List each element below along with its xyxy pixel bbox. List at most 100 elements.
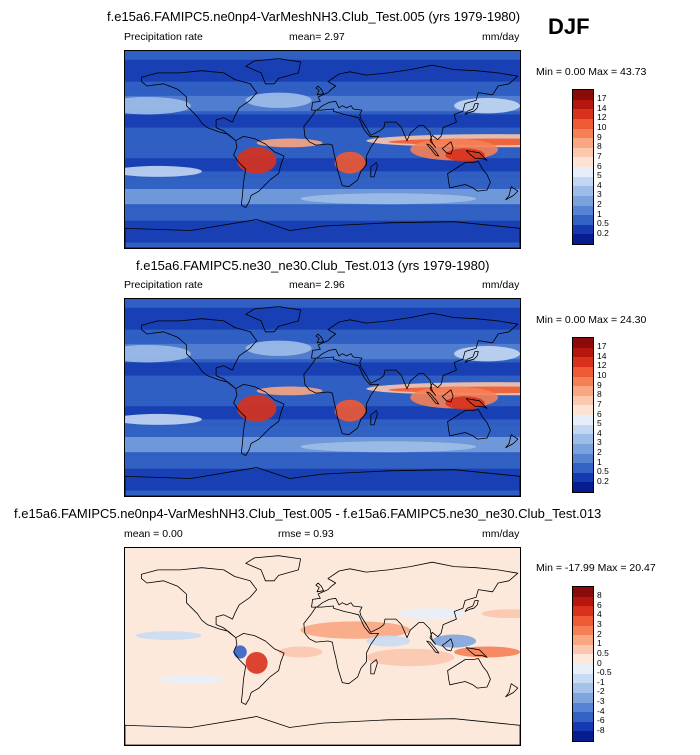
precip-feature (256, 386, 323, 396)
colorbar-swatch (573, 215, 593, 225)
coastline (311, 561, 519, 645)
colorbar-tick-label: -6 (597, 715, 605, 726)
colorbar-tick-label: 1 (597, 638, 602, 649)
panel-2-units-label: mm/day (482, 279, 520, 291)
panel-1-title: f.e15a6.FAMIPC5.ne0np4-VarMeshNH3.Club_T… (107, 9, 521, 24)
panel-3-difference-map (124, 547, 521, 746)
colorbar-swatch (573, 186, 593, 196)
colorbar-tick-label: 17 (597, 341, 607, 352)
difference-feature (278, 646, 323, 658)
colorbar-tick-label: 6 (597, 408, 602, 419)
colorbar-tick-label: -4 (597, 705, 605, 716)
coastline (370, 410, 378, 426)
colorbar-tick-label: 14 (597, 102, 607, 113)
precip-band (125, 343, 520, 360)
panel-2-colorbar (572, 337, 594, 493)
colorbar-tick-label: 0.2 (597, 475, 609, 486)
colorbar-tick-label: 2 (597, 628, 602, 639)
coastline (315, 333, 325, 344)
panel-2-variable-label: Precipitation rate (124, 279, 203, 291)
colorbar-swatch (573, 664, 593, 674)
panel-2-minmax-label: Min = 0.00 Max = 24.30 (536, 314, 647, 326)
coastline (125, 467, 520, 496)
coastline (464, 103, 479, 115)
coastline (465, 150, 488, 161)
colorbar-swatch (573, 615, 593, 626)
colorbar-tick-label: -2 (597, 686, 605, 697)
panel-1-minmax-label: Min = 0.00 Max = 43.73 (536, 66, 647, 78)
precip-band (125, 95, 520, 112)
coastline (441, 141, 454, 155)
colorbar-tick-label: 8 (597, 590, 602, 601)
colorbar-tick-label: 12 (597, 112, 607, 123)
precip-feature (445, 396, 485, 410)
colorbar-swatch (573, 224, 593, 235)
colorbar-swatch (573, 472, 593, 483)
coastline (505, 186, 519, 201)
colorbar-tick-label: 6 (597, 599, 602, 610)
colorbar-tick-label: 0.5 (597, 647, 609, 658)
colorbar-swatch (573, 138, 593, 148)
season-label: DJF (548, 14, 590, 39)
coastline (441, 389, 454, 403)
colorbar-swatch (573, 167, 593, 177)
colorbar-swatch (573, 463, 593, 473)
colorbar-swatch (573, 99, 593, 110)
colorbar-swatch (573, 128, 593, 139)
colorbar-swatch (573, 357, 593, 367)
colorbar-swatch (573, 625, 593, 636)
coastline (233, 136, 285, 208)
precip-band (125, 158, 520, 172)
coastline (426, 391, 440, 405)
colorbar-swatch (573, 176, 593, 187)
precip-band (125, 455, 520, 469)
colorbar-swatch (573, 90, 593, 100)
colorbar-tick-label: 7 (597, 398, 602, 409)
difference-feature (135, 631, 202, 640)
colorbar-tick-label: 9 (597, 379, 602, 390)
colorbar-swatch (573, 395, 593, 406)
coastline (447, 409, 491, 440)
panel-1-variable-label: Precipitation rate (124, 31, 203, 43)
colorbar-tick-label: 2 (597, 199, 602, 209)
precip-feature (454, 98, 520, 114)
colorbar-tick-label: 17 (597, 93, 607, 104)
colorbar-tick-label: 12 (597, 360, 607, 371)
coastline (465, 647, 488, 658)
difference-feature (233, 645, 247, 659)
colorbar-swatch (573, 205, 593, 216)
colorbar-swatch (573, 635, 593, 645)
coastline (233, 384, 285, 456)
colorbar-tick-label: 0 (597, 657, 602, 668)
colorbar-tick-label: 14 (597, 350, 607, 361)
precip-band (125, 207, 520, 221)
precip-feature (125, 96, 191, 115)
precip-feature (125, 413, 202, 425)
precip-feature (334, 151, 366, 174)
coastline (141, 70, 258, 142)
colorbar-tick-label: -8 (597, 724, 605, 735)
difference-feature (157, 674, 224, 684)
colorbar-swatch (573, 347, 593, 358)
colorbar-swatch (573, 434, 593, 444)
panel-1-mean-label: mean= 2.97 (289, 31, 345, 43)
colorbar-swatch (573, 147, 593, 158)
coastline (315, 85, 325, 96)
precip-band (125, 406, 520, 420)
colorbar-swatch (573, 702, 593, 713)
panel-1-precip-map (124, 50, 521, 249)
coastline (311, 64, 519, 148)
precip-band (125, 468, 520, 491)
colorbar-tick-label: -3 (597, 696, 605, 706)
colorbar-swatch (573, 443, 593, 454)
colorbar-tick-label: 4 (597, 427, 602, 438)
colorbar-swatch (573, 376, 593, 387)
colorbar-swatch (573, 712, 593, 722)
colorbar-swatch (573, 587, 593, 597)
colorbar-swatch (573, 415, 593, 425)
map-canvas (125, 51, 520, 248)
precip-band (125, 425, 520, 437)
colorbar-tick-label: 6 (597, 160, 602, 171)
colorbar-tick-label: 3 (597, 189, 602, 200)
colorbar-tick-label: 10 (597, 370, 607, 380)
